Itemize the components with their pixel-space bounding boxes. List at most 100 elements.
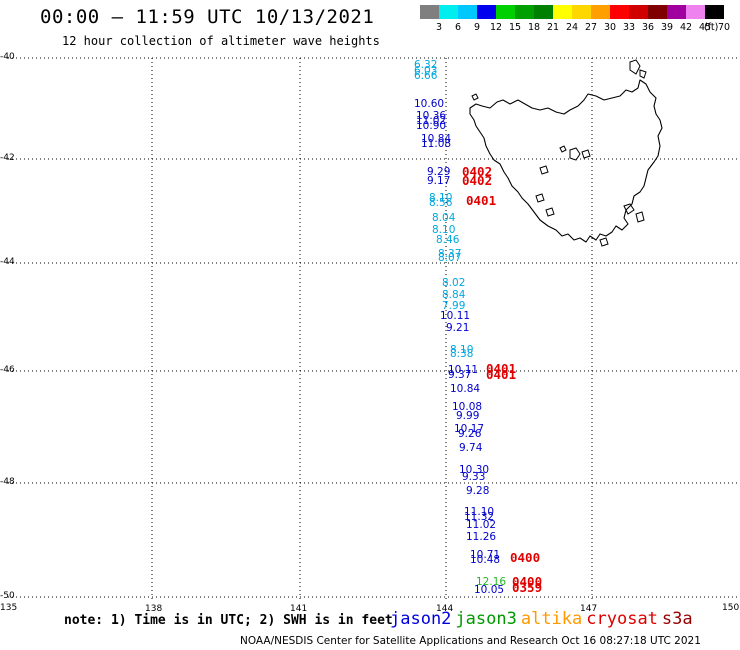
wave-height-value: 11.32: [464, 511, 495, 523]
wave-height-value: 9.26: [458, 428, 482, 440]
longitude-label: 138: [145, 604, 163, 614]
tasmania-east-islands: [599, 203, 645, 247]
longitude-label: 135: [0, 603, 18, 613]
color-swatch: [686, 5, 705, 19]
wave-height-value: 10.48: [470, 554, 501, 566]
color-scale-tick: 18: [527, 22, 541, 33]
wave-height-value: 6.32: [414, 59, 438, 71]
wave-height-value: 10.36: [416, 110, 447, 122]
longitude-label: 147: [580, 604, 598, 614]
wave-height-value: 8.10: [450, 344, 474, 356]
color-swatch: [515, 5, 534, 19]
wave-height-value: 10.90: [416, 120, 447, 132]
wave-height-value: 12.16: [476, 576, 507, 588]
latitude-label: -42: [0, 153, 15, 163]
wave-height-value: 8.10: [432, 224, 456, 236]
page-title: 00:00 – 11:59 UTC 10/13/2021: [40, 6, 375, 28]
wave-height-value: 8.56: [429, 197, 453, 209]
color-swatch: [553, 5, 572, 19]
wave-height-value: 10.11: [448, 364, 479, 376]
color-swatch: [439, 5, 458, 19]
wave-height-value: 10.84: [450, 383, 481, 395]
color-scale-tick: 45: [698, 22, 712, 33]
latitude-label: -44: [0, 257, 15, 267]
color-scale-tick: 6: [454, 22, 462, 33]
wave-height-value: 11.02: [466, 519, 497, 531]
pass-time-label: 0401: [466, 193, 497, 208]
wave-height-value: 7.99: [442, 300, 466, 312]
wave-height-value: 10.60: [414, 98, 445, 110]
pass-time-label: 0402: [462, 164, 493, 179]
color-scale-tick: 70: [717, 22, 731, 33]
wave-height-value: 11.10: [464, 506, 495, 518]
wave-height-value: 8.38: [450, 348, 474, 360]
latitude-label: -50: [0, 591, 15, 601]
wave-height-value: 10.11: [440, 310, 471, 322]
credit-line: NOAA/NESDIS Center for Satellite Applica…: [240, 635, 701, 647]
color-swatch: [667, 5, 686, 19]
latitude-label: -40: [0, 52, 15, 62]
wave-height-value: 9.74: [459, 442, 483, 454]
color-scale-tick: 36: [641, 22, 655, 33]
pass-time-label: 0400: [512, 574, 543, 589]
wave-height-value: 10.30: [459, 464, 490, 476]
color-scale-tick: 21: [546, 22, 560, 33]
wave-height-value: 10.05: [474, 584, 505, 596]
wave-height-value: 9.28: [466, 485, 490, 497]
wave-height-value: 9.33: [462, 471, 486, 483]
wave-height-value: 10.08: [452, 401, 483, 413]
wave-height-value: 8.46: [436, 234, 460, 246]
satellite-legend-item: jason2: [390, 609, 452, 629]
pass-time-label: 0359: [512, 580, 543, 595]
color-scale-tick: 12: [489, 22, 503, 33]
wave-height-value: 9.29: [427, 166, 451, 178]
satellite-legend-item: s3a: [661, 609, 693, 629]
color-scale-tick: 39: [660, 22, 674, 33]
latitude-label: -46: [0, 365, 15, 375]
wave-height-value: 11.26: [466, 531, 497, 543]
color-scale-tick: 9: [473, 22, 481, 33]
color-swatch: [648, 5, 667, 19]
color-scale-tick: 3: [435, 22, 443, 33]
page-subtitle: 12 hour collection of altimeter wave hei…: [62, 34, 380, 48]
wave-height-value: 11.02: [416, 115, 447, 127]
wave-height-value: 8.02: [442, 277, 466, 289]
color-swatch: [705, 5, 724, 19]
pass-time-label: 0400: [510, 550, 541, 565]
satellite-legend-item: cryosat: [586, 609, 658, 629]
color-scale-tick: 42: [679, 22, 693, 33]
satellite-legend-item: jason3: [455, 609, 517, 629]
wave-height-value: 9.17: [427, 175, 451, 187]
color-swatch: [534, 5, 553, 19]
wave-height-value: 9.37: [448, 369, 472, 381]
color-scale-tick: 33: [622, 22, 636, 33]
pass-time-label: 0402: [462, 173, 493, 188]
longitude-label: 141: [290, 604, 308, 614]
satellite-legend: jason2 jason3 altika cryosat s3a: [390, 609, 697, 629]
footer-note: note: 1) Time is in UTC; 2) SWH is in fe…: [64, 613, 393, 628]
color-swatch: [629, 5, 648, 19]
color-swatch: [572, 5, 591, 19]
wave-height-value: 9.99: [456, 410, 480, 422]
wave-height-value: 8.37: [438, 248, 462, 260]
longitude-label: 150: [722, 603, 740, 613]
color-scale-tick: 24: [565, 22, 579, 33]
wave-height-value: 9.21: [446, 322, 470, 334]
color-swatch: [477, 5, 496, 19]
color-swatch: [420, 5, 439, 19]
color-swatch: [610, 5, 629, 19]
wave-height-value: 10.17: [454, 423, 485, 435]
tasmania-north-islands: [471, 59, 647, 101]
pass-time-label: 0401: [486, 361, 517, 376]
wave-height-value: 8.04: [432, 212, 456, 224]
tasmania-lakes: [535, 145, 591, 217]
wave-height-value: 6.03: [414, 65, 438, 77]
wave-height-value: 8.07: [438, 252, 462, 264]
pass-time-label: 0401: [486, 367, 517, 382]
map-grid: [8, 57, 740, 600]
wave-height-value: 8.10: [429, 192, 453, 204]
tasmania-coastline: [469, 79, 663, 243]
color-scale-tick: 15: [508, 22, 522, 33]
latitude-label: -48: [0, 477, 15, 487]
